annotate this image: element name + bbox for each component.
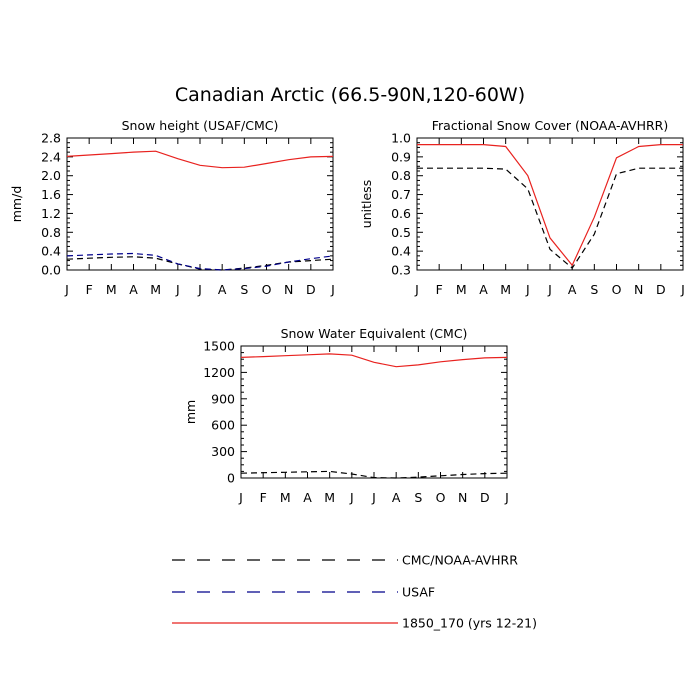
x-tick-label: M <box>150 282 161 297</box>
y-tick-label: 0.6 <box>391 206 411 221</box>
x-tick-label: M <box>500 282 511 297</box>
x-tick-label: J <box>349 490 354 505</box>
plot-frame <box>416 137 684 271</box>
x-tick-label: A <box>303 490 312 505</box>
y-tick-label: 2.0 <box>41 168 61 183</box>
panel-title: Fractional Snow Cover (NOAA-AVHRR) <box>432 118 669 133</box>
y-tick-label: 0.7 <box>391 187 411 202</box>
x-tick-label: J <box>680 282 685 297</box>
series-line-3 <box>66 252 334 271</box>
panel-title: Snow height (USAF/CMC) <box>122 118 279 133</box>
y-tick-label: 1.2 <box>41 206 61 221</box>
y-tick-label: 2.4 <box>41 149 61 164</box>
y-tick-label: 2.8 <box>41 131 61 146</box>
x-tick-label: A <box>479 282 488 297</box>
legend: CMC/NOAA-AVHRR USAF 1850_170 (yrs 12-21) <box>172 553 537 631</box>
chart-panel-1: Snow height (USAF/CMC) mm/d 0.0 0.4 0.8 1.2 1.… <box>9 118 335 297</box>
x-tick-label: N <box>458 490 467 505</box>
y-tick-label: 0.4 <box>391 244 411 259</box>
y-tick-label: 0.3 <box>391 263 411 278</box>
x-tick-label: J <box>414 282 419 297</box>
y-tick-label: 300 <box>211 444 235 459</box>
y-tick-label: 0.0 <box>41 263 61 278</box>
x-tick-label: J <box>547 282 552 297</box>
x-tick-label: A <box>392 490 401 505</box>
series-line-1 <box>417 144 683 267</box>
y-tick-label: 0 <box>227 471 235 486</box>
x-tick-label: J <box>330 282 335 297</box>
y-tick-label: 0.9 <box>391 149 411 164</box>
x-tick-label: A <box>218 282 227 297</box>
y-tick-label: 0.8 <box>41 225 61 240</box>
y-axis-label: mm <box>183 400 198 424</box>
x-tick-label: S <box>414 490 422 505</box>
x-tick-label: F <box>436 282 443 297</box>
y-tick-label: 1200 <box>203 365 235 380</box>
y-tick-label: 900 <box>211 391 235 406</box>
figure-title: Canadian Arctic (66.5-90N,120-60W) <box>174 84 526 106</box>
y-tick-label: 1500 <box>203 339 235 354</box>
x-tick-label: M <box>324 490 335 505</box>
series-line-2 <box>240 470 508 479</box>
x-tick-label: D <box>306 282 316 297</box>
x-tick-label: J <box>197 282 202 297</box>
x-tick-label: M <box>456 282 467 297</box>
x-tick-label: J <box>525 282 530 297</box>
plot-frame <box>240 345 508 479</box>
x-tick-label: M <box>280 490 291 505</box>
y-tick-label: 0.5 <box>391 225 411 240</box>
chart-panel-3: Snow Water Equivalent (CMC) mm 0 300 600 900 1… <box>183 326 509 505</box>
legend-label-3: 1850_170 (yrs 12-21) <box>402 616 537 631</box>
y-axis-label: unitless <box>359 180 374 228</box>
chart-panel-2: Fractional Snow Cover (NOAA-AVHRR) unitle… <box>359 118 685 297</box>
x-tick-label: O <box>612 282 622 297</box>
x-tick-label: F <box>86 282 93 297</box>
y-tick-label: 600 <box>211 418 235 433</box>
series-line-2 <box>417 167 683 269</box>
x-tick-label: S <box>590 282 598 297</box>
x-tick-label: D <box>480 490 490 505</box>
legend-label-2: USAF <box>402 585 435 600</box>
x-tick-label: J <box>175 282 180 297</box>
panel-title: Snow Water Equivalent (CMC) <box>281 326 468 341</box>
x-tick-label: N <box>634 282 643 297</box>
x-tick-label: J <box>504 490 509 505</box>
x-tick-label: J <box>238 490 243 505</box>
x-tick-label: A <box>129 282 138 297</box>
x-tick-label: D <box>656 282 666 297</box>
y-tick-label: 1.0 <box>391 131 411 146</box>
x-tick-label: F <box>260 490 267 505</box>
y-tick-label: 0.4 <box>41 244 61 259</box>
x-tick-label: N <box>284 282 293 297</box>
x-tick-label: M <box>106 282 117 297</box>
plot-frame <box>66 137 334 271</box>
x-tick-label: S <box>240 282 248 297</box>
x-tick-label: J <box>371 490 376 505</box>
y-tick-label: 1.6 <box>41 187 61 202</box>
x-tick-label: O <box>436 490 446 505</box>
x-tick-label: J <box>64 282 69 297</box>
y-tick-label: 0.8 <box>391 168 411 183</box>
series-line-1 <box>240 353 508 368</box>
series-line-1 <box>66 150 334 169</box>
legend-label-1: CMC/NOAA-AVHRR <box>402 553 518 568</box>
x-tick-label: A <box>568 282 577 297</box>
y-axis-label: mm/d <box>9 186 24 223</box>
x-tick-label: O <box>262 282 272 297</box>
